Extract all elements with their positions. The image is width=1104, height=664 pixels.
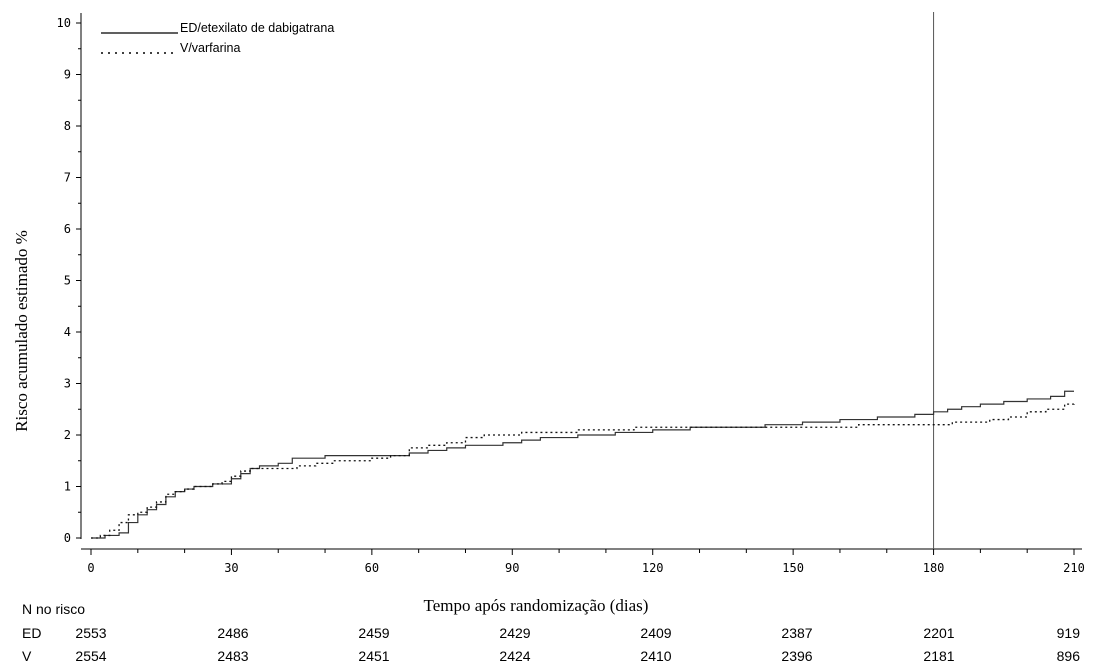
- y-tick-label: 8: [64, 119, 71, 133]
- x-tick-label: 150: [782, 561, 804, 575]
- risk-cell: 2486: [217, 625, 248, 641]
- y-tick-label: 4: [64, 325, 71, 339]
- risk-cell: 2181: [923, 648, 954, 664]
- y-tick-label: 1: [64, 480, 71, 494]
- risk-cell: 2554: [75, 648, 106, 664]
- axis-layer: 0 1 2 3 4 5 6 7 8 9 10 0 30 60 90 120 150 180 210: [57, 12, 1085, 575]
- risk-cell: 2459: [358, 625, 389, 641]
- risk-cell: 2201: [923, 625, 954, 641]
- y-tick-label: 2: [64, 428, 71, 442]
- risk-table-header: N no risco: [22, 601, 85, 617]
- y-tick-label: 3: [64, 377, 71, 391]
- x-tick-label: 90: [505, 561, 519, 575]
- x-tick-label: 180: [923, 561, 945, 575]
- risk-table: ED 2553 2486 2459 2429 2409 2387 2201 919 V 2554 24…: [22, 625, 1080, 664]
- x-tick-label: 210: [1063, 561, 1085, 575]
- x-axis-title: Tempo após randomização (dias): [424, 596, 649, 615]
- y-tick-label: 5: [64, 274, 71, 288]
- y-tick-label: 10: [57, 16, 71, 30]
- legend-label: V/varfarina: [180, 41, 240, 55]
- legend-label: ED/etexilato de dabigatrana: [180, 21, 334, 35]
- series-layer: [91, 390, 1075, 539]
- risk-cell: 2483: [217, 648, 248, 664]
- risk-cell: 2424: [499, 648, 530, 664]
- risk-cell: 2553: [75, 625, 106, 641]
- risk-cell: 2429: [499, 625, 530, 641]
- series-v-line: [91, 401, 1075, 539]
- risk-cell: 2410: [640, 648, 671, 664]
- risk-cell: 2409: [640, 625, 671, 641]
- x-tick-label: 30: [224, 561, 238, 575]
- series-ed-line: [91, 390, 1074, 539]
- x-tick-label: 0: [87, 561, 94, 575]
- risk-row-label: V: [22, 648, 32, 664]
- legend: ED/etexilato de dabigatrana V/varfarina: [101, 21, 334, 55]
- y-tick-label: 0: [64, 531, 71, 545]
- risk-cell: 2387: [781, 625, 812, 641]
- risk-cell: 896: [1057, 648, 1081, 664]
- x-tick-label: 60: [365, 561, 379, 575]
- text-layer: Risco acumulado estimado % Tempo após ra…: [12, 230, 648, 617]
- y-axis-title: Risco acumulado estimado %: [12, 230, 31, 432]
- y-tick-label: 6: [64, 222, 71, 236]
- y-tick-label: 7: [64, 171, 71, 185]
- risk-cell: 2451: [358, 648, 389, 664]
- risk-row-label: ED: [22, 625, 41, 641]
- y-tick-label: 9: [64, 68, 71, 82]
- risk-cell: 2396: [781, 648, 812, 664]
- risk-cell: 919: [1057, 625, 1081, 641]
- x-tick-label: 120: [642, 561, 664, 575]
